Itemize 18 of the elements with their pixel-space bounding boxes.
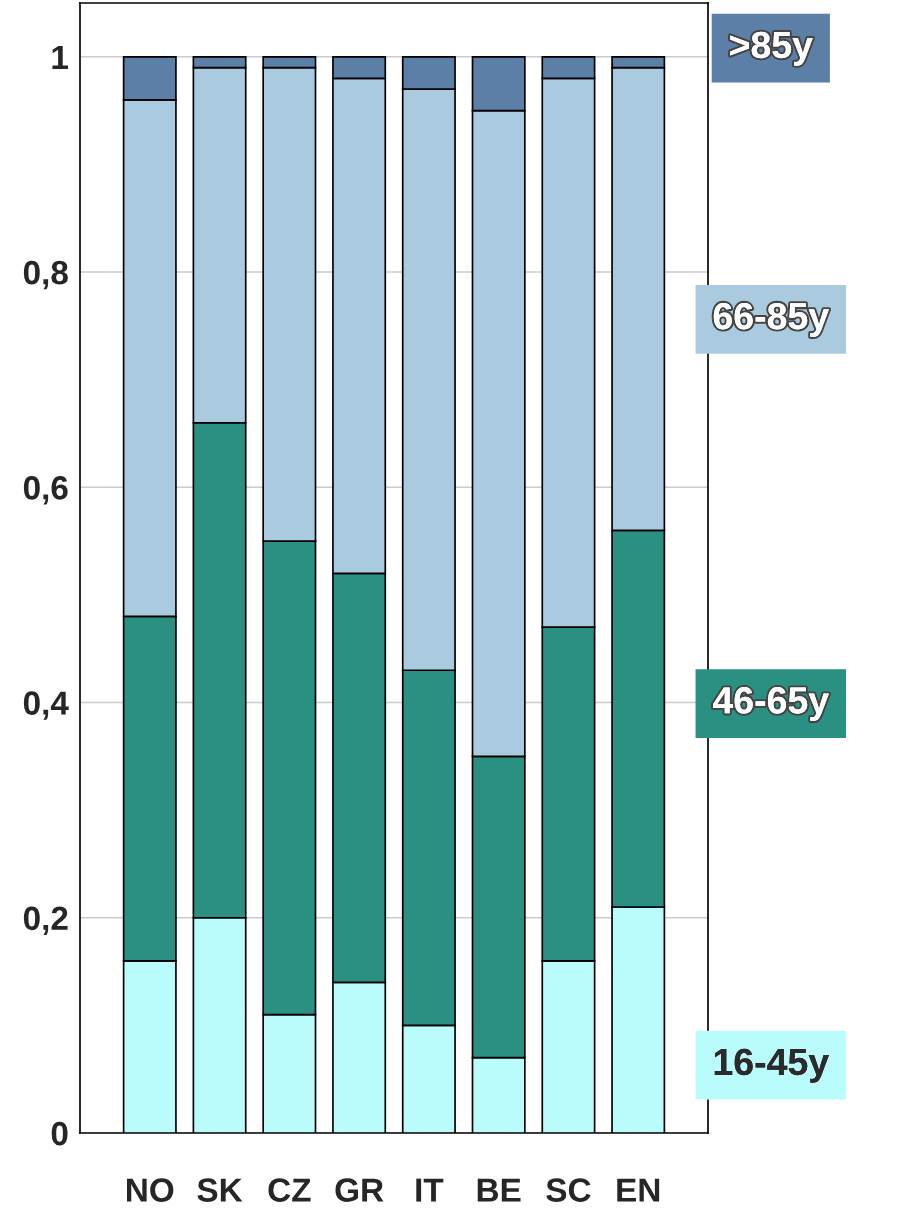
y-tick-label: 0,6: [23, 476, 68, 505]
x-tick-label: GR: [335, 1178, 384, 1202]
x-tick-label: NO: [127, 1178, 174, 1202]
x-tick-label: SC: [546, 1178, 591, 1202]
y-tick-label: 0,4: [23, 691, 69, 720]
series-label: 46-65y: [712, 687, 829, 722]
x-tick-label: SK: [197, 1178, 243, 1202]
x-tick-label: IT: [416, 1178, 444, 1202]
y-tick-label: 0: [51, 1121, 68, 1146]
series-label: 16-45y: [714, 1048, 829, 1083]
series-label: >85y: [730, 31, 813, 66]
series-label: 66-85y: [713, 302, 829, 337]
x-tick-label: BE: [477, 1178, 521, 1202]
y-tick-label: 0,8: [23, 260, 68, 290]
y-tick-label: 1: [52, 45, 68, 69]
x-tick-label: EN: [617, 1178, 660, 1202]
x-tick-label: CZ: [268, 1178, 311, 1202]
y-tick-label: 0,2: [23, 906, 68, 935]
